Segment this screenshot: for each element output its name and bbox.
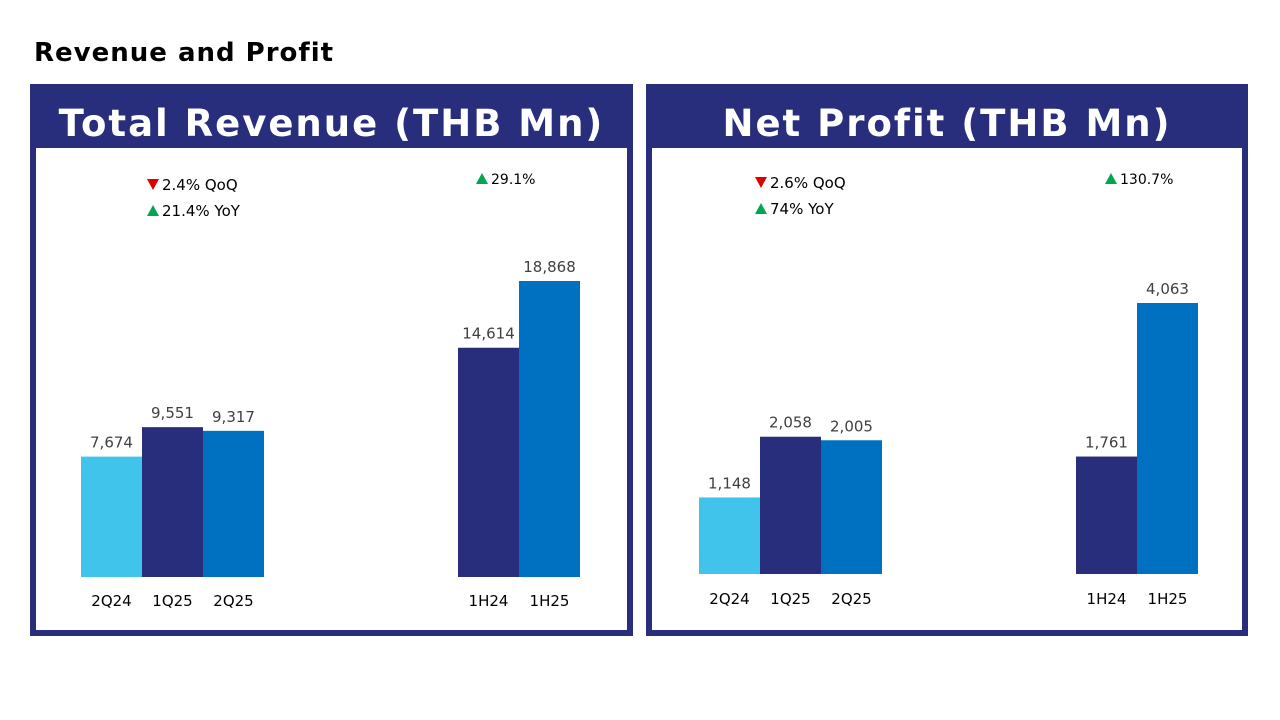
data-label-1h25: 18,868 — [523, 258, 576, 276]
annotation-text: 29.1% — [491, 172, 535, 188]
bar-1q25 — [142, 427, 203, 577]
bar-2q24 — [699, 497, 760, 574]
revenue-chart-title: Total Revenue (THB Mn) — [58, 101, 605, 145]
annotation-text: 2.6% QoQ — [770, 174, 846, 192]
annotation-text: 74% YoY — [770, 200, 834, 218]
category-label-1h25: 1H25 — [1148, 590, 1188, 608]
data-label-2q24: 7,674 — [90, 434, 133, 452]
profit-panel: Net Profit (THB Mn) 1,148 2Q24 2,058 1Q25 2,… — [646, 84, 1248, 636]
profit-chart: 1,148 2Q24 2,058 1Q25 2,005 2Q25 1,761 1H24 4,06… — [699, 172, 1198, 608]
data-label-2q25: 9,317 — [212, 408, 255, 426]
annotation-text: 130.7% — [1120, 172, 1173, 188]
profit-chart-area: 1,148 2Q24 2,058 1Q25 2,005 2Q25 1,761 1H24 4,06… — [652, 148, 1242, 630]
arrow-up-icon — [147, 205, 159, 216]
category-label-2q25: 2Q25 — [831, 590, 871, 608]
revenue-chart: 7,674 2Q24 9,551 1Q25 9,317 2Q25 14,614 1H24 18,… — [81, 172, 580, 610]
annotation-text: 2.4% QoQ — [162, 176, 238, 194]
page-title: Revenue and Profit — [34, 38, 335, 68]
arrow-up-icon — [1105, 173, 1117, 184]
category-label-2q24: 2Q24 — [91, 592, 131, 610]
bar-1h24 — [458, 347, 519, 577]
profit-chart-title: Net Profit (THB Mn) — [722, 101, 1172, 145]
category-label-2q24: 2Q24 — [709, 590, 749, 608]
bar-1q25 — [760, 436, 821, 574]
data-label-1h24: 1,761 — [1085, 434, 1128, 452]
data-label-1q25: 9,551 — [151, 404, 194, 422]
arrow-up-icon — [476, 173, 488, 184]
category-label-1h25: 1H25 — [530, 592, 570, 610]
arrow-down-icon — [147, 179, 159, 190]
category-label-1h24: 1H24 — [469, 592, 509, 610]
category-label-2q25: 2Q25 — [213, 592, 253, 610]
category-label-1q25: 1Q25 — [152, 592, 192, 610]
annotation-text: 21.4% YoY — [162, 202, 241, 220]
bar-1h25 — [1137, 303, 1198, 574]
arrow-down-icon — [755, 177, 767, 188]
data-label-2q24: 1,148 — [708, 474, 751, 492]
data-label-1h25: 4,063 — [1146, 280, 1189, 298]
category-label-1h24: 1H24 — [1087, 590, 1127, 608]
bar-2q24 — [81, 456, 142, 577]
bar-1h24 — [1076, 456, 1137, 574]
data-label-2q25: 2,005 — [830, 417, 873, 435]
arrow-up-icon — [755, 203, 767, 214]
category-label-1q25: 1Q25 — [770, 590, 810, 608]
bar-1h25 — [519, 281, 580, 577]
revenue-chart-area: 7,674 2Q24 9,551 1Q25 9,317 2Q25 14,614 1H24 18,… — [36, 148, 627, 630]
revenue-panel: Total Revenue (THB Mn) 7,674 2Q24 9,551 1Q2… — [30, 84, 633, 636]
bar-2q25 — [821, 440, 882, 574]
data-label-1h24: 14,614 — [462, 325, 515, 343]
bar-2q25 — [203, 430, 264, 577]
data-label-1q25: 2,058 — [769, 414, 812, 432]
